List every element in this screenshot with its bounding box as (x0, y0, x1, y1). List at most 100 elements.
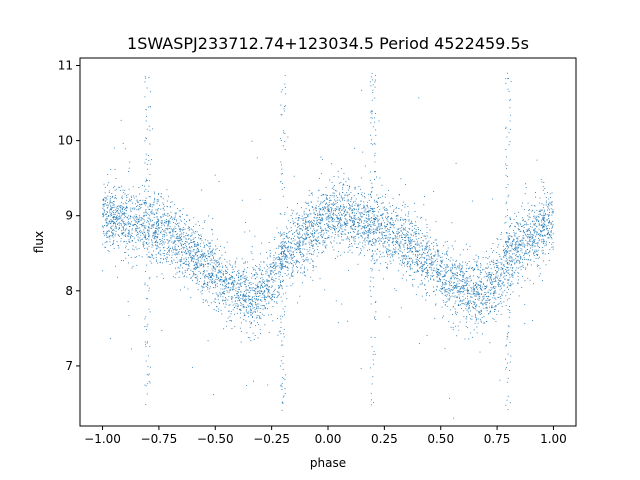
data-point (545, 224, 547, 226)
data-point (412, 240, 414, 242)
data-point (196, 282, 198, 284)
data-point (506, 292, 508, 293)
data-point (122, 206, 124, 208)
data-point (493, 250, 495, 252)
data-point (460, 308, 462, 309)
data-point (300, 267, 302, 269)
data-point (111, 202, 113, 204)
data-point (153, 238, 155, 240)
data-point (270, 263, 272, 265)
data-point (261, 296, 263, 298)
data-point (224, 288, 225, 290)
data-point (541, 219, 542, 221)
data-point (417, 226, 419, 228)
data-point (311, 243, 313, 245)
data-point (148, 236, 150, 238)
data-point (439, 264, 441, 266)
data-point (518, 279, 519, 281)
data-point (492, 287, 494, 289)
data-point (513, 218, 515, 220)
data-point (380, 214, 382, 216)
data-point (527, 245, 529, 247)
data-point (262, 293, 264, 295)
data-point (359, 212, 361, 214)
data-point (302, 237, 303, 239)
data-point (345, 233, 347, 235)
data-point (531, 210, 533, 212)
data-point (424, 278, 426, 280)
data-point (511, 235, 513, 237)
data-point (155, 241, 157, 243)
data-point (189, 241, 191, 243)
data-point (482, 282, 484, 284)
data-point (174, 226, 176, 228)
data-point (459, 296, 461, 298)
data-point (131, 232, 133, 234)
data-point (299, 248, 301, 250)
data-point (521, 239, 523, 241)
data-point (453, 292, 455, 294)
data-point (320, 194, 322, 196)
data-point (225, 298, 227, 300)
data-point (187, 238, 189, 240)
data-point (497, 261, 499, 263)
data-point (388, 189, 390, 191)
data-point (319, 210, 321, 212)
data-point (330, 226, 332, 228)
data-point (368, 231, 370, 233)
data-point (117, 223, 119, 225)
data-point (421, 280, 423, 281)
data-point (378, 269, 380, 271)
data-point (211, 283, 213, 284)
data-point (197, 254, 199, 256)
data-point (414, 240, 416, 242)
data-point (171, 235, 173, 237)
data-point (487, 274, 489, 276)
data-point (395, 208, 397, 210)
data-point (123, 221, 125, 223)
data-point (192, 229, 194, 231)
data-point (412, 235, 414, 237)
data-point (367, 236, 369, 238)
data-point (290, 242, 292, 244)
data-point (296, 248, 298, 250)
data-point (253, 339, 255, 340)
data-point (173, 249, 174, 251)
data-point (544, 253, 546, 255)
data-point (169, 264, 171, 265)
data-point (311, 230, 313, 232)
data-point (364, 244, 366, 246)
data-point (222, 285, 224, 287)
data-point (390, 218, 392, 220)
data-point (230, 289, 232, 291)
data-point (144, 235, 145, 237)
data-point (344, 194, 346, 196)
data-point (163, 203, 165, 205)
data-point (527, 253, 529, 255)
data-point (516, 267, 518, 269)
data-point (197, 267, 199, 269)
data-point (223, 281, 225, 283)
data-point (155, 244, 157, 246)
data-point (366, 205, 368, 207)
data-point (178, 271, 180, 273)
data-point (120, 119, 122, 121)
data-point (308, 204, 310, 206)
data-point (136, 230, 138, 232)
data-point (351, 218, 352, 220)
data-point (220, 283, 221, 285)
data-point (353, 215, 355, 217)
data-point (241, 258, 243, 260)
data-point (481, 313, 483, 314)
data-point (534, 238, 536, 240)
data-point (140, 240, 141, 242)
data-point (388, 221, 390, 223)
data-point (441, 260, 442, 262)
data-point (162, 202, 164, 204)
data-point (163, 236, 165, 238)
data-point (110, 209, 112, 211)
data-point (416, 233, 418, 235)
data-point (547, 214, 549, 215)
data-point (414, 248, 416, 250)
data-point (444, 284, 446, 286)
